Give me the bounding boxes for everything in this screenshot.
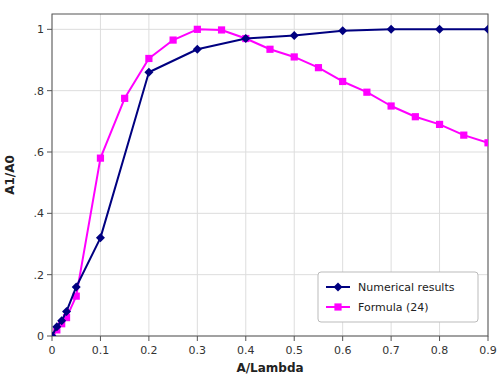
plot-frame (52, 14, 488, 336)
point (266, 46, 273, 53)
point (218, 26, 225, 33)
tick (488, 336, 489, 341)
legend-marker (334, 283, 343, 292)
point (484, 139, 488, 146)
point (52, 332, 57, 337)
tick (148, 336, 149, 341)
tick-label: 0.9 (479, 344, 497, 357)
tick-label: .2 (34, 269, 45, 282)
point (145, 55, 152, 62)
tick (294, 336, 295, 341)
tick-label: 0.4 (237, 344, 255, 357)
tick-label: 0.6 (334, 344, 352, 357)
tick (342, 336, 343, 341)
tick-label: 0 (49, 344, 56, 357)
legend-label: Formula (24) (358, 301, 429, 314)
tick-label: 0 (37, 330, 44, 343)
line (52, 29, 488, 336)
tick-label: 0.1 (92, 344, 110, 357)
tick-label: 0.2 (140, 344, 158, 357)
plot-data (52, 25, 488, 336)
point (52, 322, 61, 331)
point (339, 78, 346, 85)
tick (47, 274, 52, 275)
grid-line (52, 152, 488, 153)
point (338, 26, 347, 35)
point (193, 45, 202, 54)
point (484, 25, 489, 34)
grid-line (52, 90, 488, 91)
legend: Numerical results Formula (24) (318, 272, 478, 322)
point (242, 35, 249, 42)
point (435, 25, 444, 34)
point (96, 233, 105, 242)
point (194, 26, 201, 33)
series (52, 26, 488, 336)
point (144, 68, 153, 77)
grid-line (294, 14, 295, 336)
axes: 00.10.20.30.40.50.60.70.80.90.2.4.6.81 (34, 14, 497, 357)
grid-line (148, 14, 149, 336)
chart: 00.10.20.30.40.50.60.70.80.90.2.4.6.81A/… (0, 0, 504, 382)
tick (52, 336, 53, 341)
point (315, 64, 322, 71)
tick-label: 0.8 (431, 344, 449, 357)
tick (197, 336, 198, 341)
tick-label: 0.7 (382, 344, 400, 357)
point (387, 25, 396, 34)
tick (47, 29, 52, 30)
point (436, 121, 443, 128)
grid-line (100, 14, 101, 336)
grid-line (245, 14, 246, 336)
tick (391, 336, 392, 341)
point (460, 132, 467, 139)
tick (439, 336, 440, 341)
point (121, 95, 128, 102)
tick (245, 336, 246, 341)
legend-label: Numerical results (358, 281, 455, 294)
point (412, 113, 419, 120)
point (290, 31, 299, 40)
tick-label: .8 (34, 85, 45, 98)
tick (47, 336, 52, 337)
tick-label: .4 (34, 207, 45, 220)
y-axis-label: A1/A0 (3, 155, 17, 195)
grid-line (52, 213, 488, 214)
point (62, 307, 71, 316)
point (97, 155, 104, 162)
x-axis-label: A/Lambda (236, 361, 303, 375)
point (57, 316, 66, 325)
tick-label: .6 (34, 146, 45, 159)
legend-box (318, 272, 478, 322)
tick (47, 152, 52, 153)
grid (52, 14, 488, 336)
tick-label: 0.3 (189, 344, 207, 357)
point (170, 36, 177, 43)
line (52, 29, 488, 336)
tick-label: 1 (37, 23, 44, 36)
point (388, 102, 395, 109)
point (363, 89, 370, 96)
legend-marker (334, 303, 341, 310)
tick (47, 213, 52, 214)
point (291, 53, 298, 60)
grid-line (197, 14, 198, 336)
tick (100, 336, 101, 341)
tick-label: 0.5 (285, 344, 303, 357)
tick (47, 90, 52, 91)
point (241, 34, 250, 43)
series (52, 25, 488, 336)
point (72, 282, 81, 291)
